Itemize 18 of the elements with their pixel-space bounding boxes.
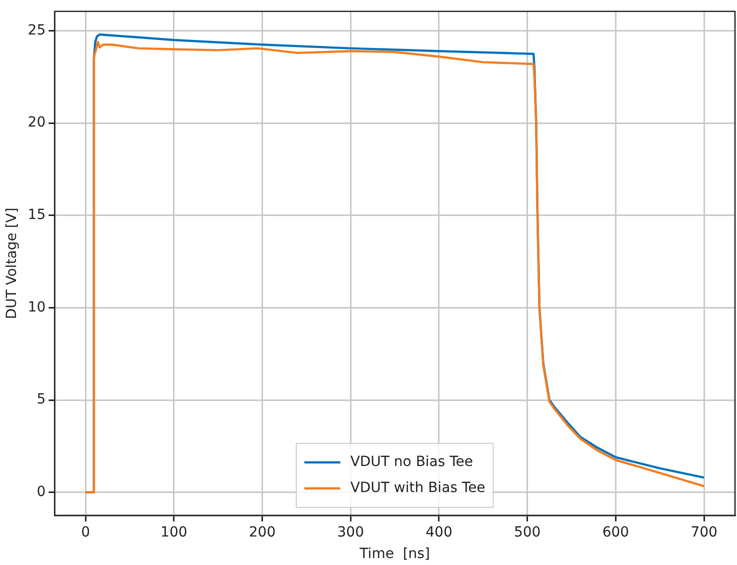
x-tick-label: 0 — [81, 524, 90, 540]
x-tick-label: 500 — [514, 524, 541, 540]
legend-label: VDUT no Bias Tee — [350, 454, 474, 470]
x-axis-title: Time [ns] — [358, 546, 430, 562]
y-axis-title: DUT Voltage [V] — [4, 208, 20, 320]
x-tick-label: 100 — [160, 524, 188, 540]
x-tick-label: 400 — [426, 524, 452, 540]
x-tick-label: 700 — [690, 524, 718, 540]
y-tick-label: 0 — [36, 484, 46, 500]
y-tick-label: 25 — [28, 22, 46, 38]
y-tick-label: 10 — [28, 299, 46, 316]
legend-label: VDUT with Bias Tee — [350, 480, 486, 496]
x-tick-label: 200 — [248, 524, 276, 540]
x-tick-label: 300 — [337, 524, 364, 540]
y-tick-label: 5 — [36, 392, 46, 408]
y-tick-label: 20 — [28, 114, 46, 131]
x-tick-label: 600 — [602, 524, 630, 540]
y-tick-label: 15 — [28, 207, 46, 224]
